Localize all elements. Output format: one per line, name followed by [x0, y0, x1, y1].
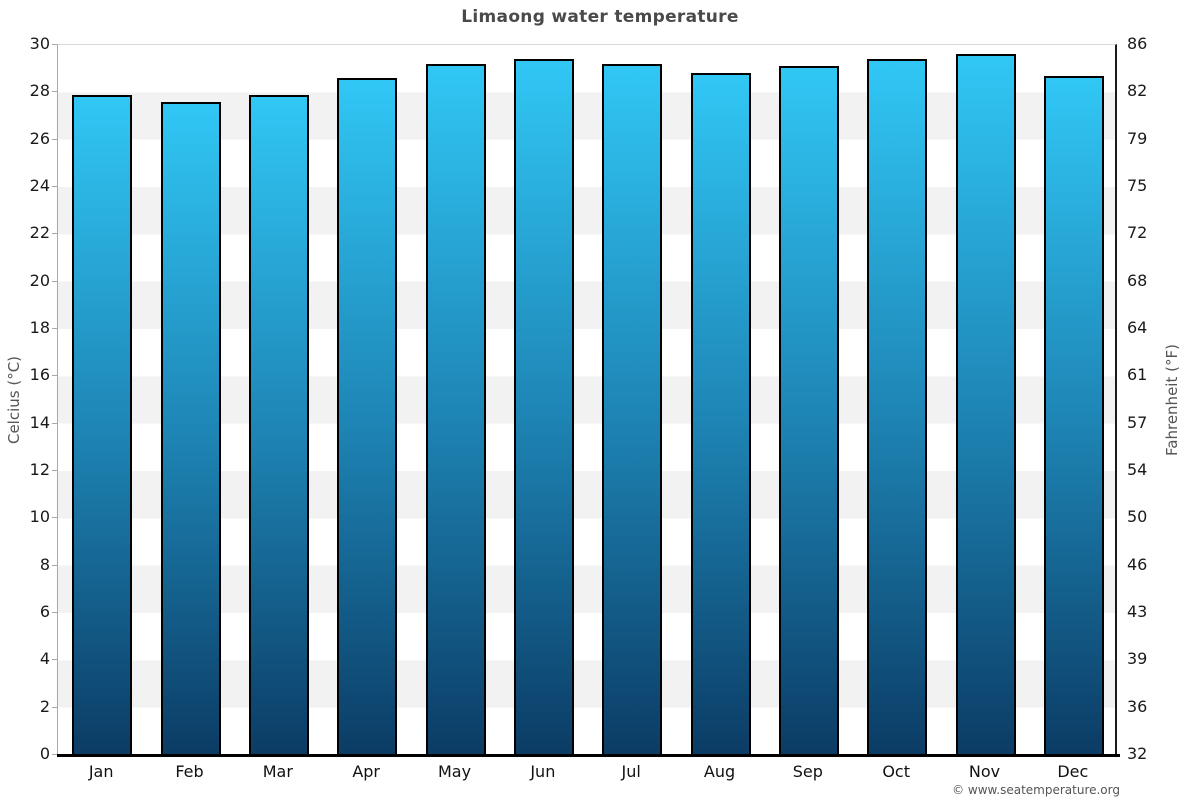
celsius-tick-label: 10 — [29, 507, 50, 527]
celsius-tick-mark — [52, 233, 57, 235]
celsius-tick-mark — [52, 659, 57, 661]
celsius-tick-label: 18 — [29, 318, 50, 337]
celsius-tick-mark — [52, 564, 57, 566]
celsius-tick-label: 20 — [29, 270, 50, 290]
temperature-bar-may — [425, 63, 486, 755]
fahrenheit-tick-label: 79 — [1127, 128, 1148, 148]
celsius-tick-mark — [52, 422, 57, 424]
temperature-bar-dec — [1043, 75, 1104, 755]
month-label-mar: Mar — [262, 762, 293, 781]
fahrenheit-tick-label: 54 — [1127, 460, 1148, 479]
celsius-tick-label: 4 — [39, 649, 50, 669]
month-label-aug: Aug — [703, 762, 736, 781]
fahrenheit-tick-label: 72 — [1127, 223, 1148, 243]
x-axis-baseline — [57, 754, 1120, 757]
month-label-may: May — [437, 762, 472, 781]
celsius-tick-mark — [52, 91, 57, 93]
temperature-bar-feb — [160, 101, 221, 755]
celsius-tick-label: 24 — [29, 176, 50, 195]
celsius-tick-mark — [52, 44, 57, 45]
celsius-tick-mark — [52, 280, 57, 282]
fahrenheit-tick-label: 43 — [1127, 602, 1148, 621]
month-label-oct: Oct — [882, 762, 910, 781]
temperature-bar-nov — [955, 54, 1016, 755]
fahrenheit-tick-label: 86 — [1127, 34, 1148, 53]
fahrenheit-tick-label: 82 — [1127, 81, 1148, 101]
fahrenheit-axis-title: Fahrenheit (°F) — [1163, 344, 1181, 456]
fahrenheit-tick-label: 64 — [1127, 318, 1148, 337]
celsius-tick-mark — [52, 328, 57, 329]
month-label-jun: Jun — [530, 762, 556, 781]
fahrenheit-tick-label: 57 — [1127, 412, 1148, 432]
celsius-tick-mark — [52, 470, 57, 471]
month-label-nov: Nov — [968, 762, 1001, 781]
fahrenheit-tick-label: 75 — [1127, 176, 1148, 195]
celsius-tick-label: 12 — [29, 460, 50, 479]
temperature-bar-jun — [513, 59, 574, 755]
celsius-tick-mark — [52, 517, 57, 519]
celsius-tick-label: 26 — [29, 128, 50, 148]
celsius-tick-label: 16 — [29, 365, 50, 385]
fahrenheit-tick-label: 36 — [1127, 696, 1148, 716]
celsius-tick-mark — [52, 186, 57, 187]
celsius-tick-mark — [52, 138, 57, 140]
copyright-credit: © www.seatemperature.org — [952, 783, 1120, 797]
celsius-tick-label: 30 — [29, 34, 50, 53]
plot-area — [57, 44, 1117, 755]
celsius-tick-mark — [52, 375, 57, 377]
celsius-tick-mark — [52, 754, 57, 755]
celsius-tick-label: 28 — [29, 81, 50, 101]
celsius-tick-mark — [52, 706, 57, 708]
temperature-bar-mar — [248, 94, 309, 755]
temperature-bar-jan — [72, 94, 133, 755]
temperature-bar-apr — [337, 78, 398, 755]
celsius-tick-label: 22 — [29, 223, 50, 243]
celsius-tick-label: 2 — [39, 696, 50, 716]
temperature-bar-sep — [778, 66, 839, 755]
temperature-bar-aug — [690, 73, 751, 755]
celsius-tick-label: 8 — [39, 554, 50, 574]
temperature-bar-oct — [867, 59, 928, 755]
celsius-tick-label: 0 — [39, 744, 50, 763]
celsius-tick-label: 14 — [29, 412, 50, 432]
fahrenheit-tick-label: 50 — [1127, 507, 1148, 527]
fahrenheit-tick-label: 39 — [1127, 649, 1148, 669]
month-label-jan: Jan — [88, 762, 114, 781]
chart-title: Limaong water temperature — [461, 7, 739, 27]
temperature-bar-jul — [602, 63, 663, 755]
fahrenheit-tick-label: 61 — [1127, 365, 1148, 385]
month-label-jul: Jul — [621, 762, 641, 781]
month-label-apr: Apr — [352, 762, 380, 781]
month-label-dec: Dec — [1057, 762, 1089, 781]
fahrenheit-tick-label: 32 — [1127, 744, 1148, 763]
fahrenheit-tick-label: 46 — [1127, 554, 1148, 574]
month-label-feb: Feb — [175, 762, 204, 781]
celsius-tick-mark — [52, 612, 57, 613]
fahrenheit-tick-label: 68 — [1127, 270, 1148, 290]
month-label-sep: Sep — [792, 762, 823, 781]
celsius-tick-label: 6 — [39, 602, 50, 621]
